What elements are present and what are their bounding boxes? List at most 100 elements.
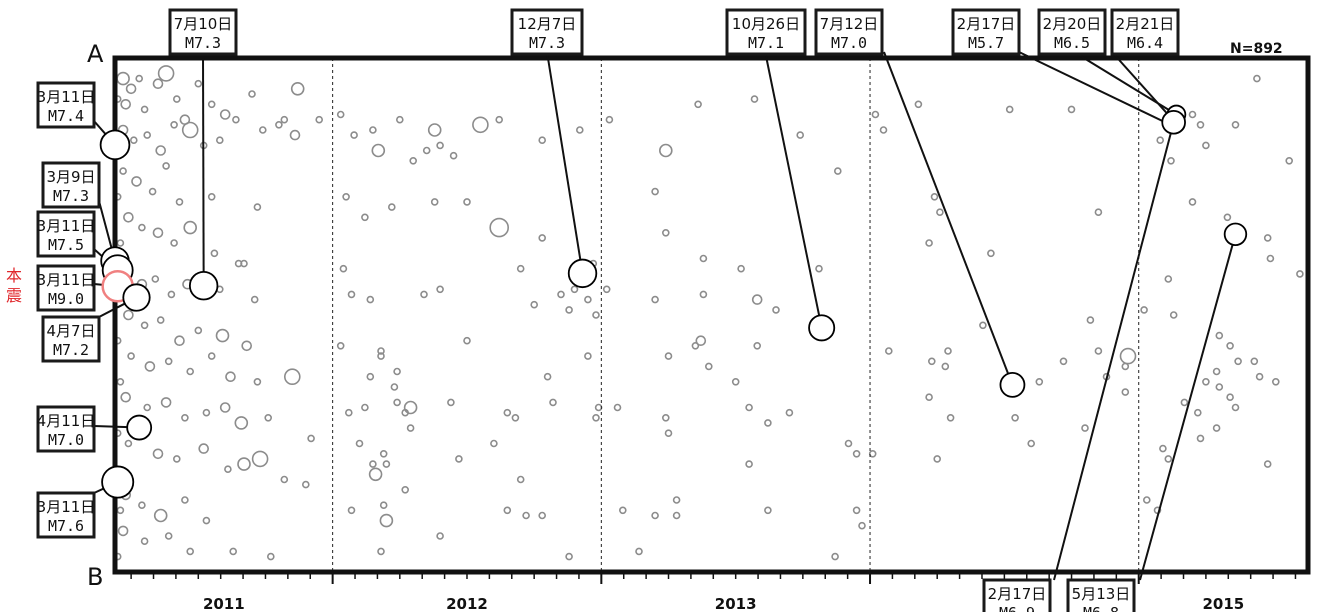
- event-point: [737, 264, 745, 273]
- callout-date: 7月10日: [174, 15, 233, 33]
- event-point: [944, 347, 952, 355]
- year-label: 2011: [203, 595, 245, 612]
- event-point: [463, 198, 471, 206]
- event-point: [1196, 434, 1205, 443]
- event-point: [347, 290, 356, 299]
- event-point: [138, 223, 146, 232]
- event-point: [602, 285, 611, 294]
- event-point: [672, 496, 681, 504]
- event-point: [1159, 444, 1167, 453]
- event-point: [490, 439, 498, 448]
- callout-date: 3月9日: [46, 168, 95, 186]
- event-point: [1255, 372, 1264, 381]
- event-point: [449, 151, 458, 160]
- event-point: [135, 74, 143, 83]
- plot-frame: [112, 55, 1311, 575]
- event-point: [1086, 316, 1095, 324]
- callout-date: 3月11日: [37, 498, 96, 516]
- event-point: [369, 460, 377, 468]
- label-leader-lines: [93, 51, 1237, 581]
- event-point: [120, 391, 131, 403]
- event-point: [914, 100, 923, 109]
- event-point: [387, 203, 396, 211]
- event-point: [117, 525, 129, 537]
- event-point: [1215, 331, 1224, 340]
- event-point: [430, 198, 439, 206]
- event-point: [489, 217, 510, 238]
- year-dividers: [332, 58, 1140, 572]
- event-point: [422, 146, 431, 155]
- event-point: [173, 455, 181, 463]
- event-point: [138, 501, 146, 510]
- event-point: [409, 157, 418, 165]
- event-point: [764, 419, 772, 427]
- event-point: [361, 403, 369, 412]
- callout-magnitude: M6.8: [1083, 604, 1119, 612]
- event-point: [224, 465, 232, 474]
- event-point: [731, 377, 740, 386]
- callout-magnitude: M7.2: [53, 341, 89, 359]
- event-point: [131, 176, 142, 187]
- event-point: [170, 121, 178, 129]
- event-point: [283, 368, 301, 386]
- event-point: [280, 115, 289, 124]
- event-point: [699, 254, 708, 263]
- event-point: [565, 552, 573, 561]
- event-point: [549, 398, 557, 407]
- event-point: [1140, 306, 1148, 314]
- event-point: [170, 239, 178, 247]
- event-point: [368, 467, 383, 482]
- callout-box: [725, 8, 807, 56]
- callout-magnitude: M7.3: [529, 34, 565, 52]
- event-point: [543, 372, 552, 381]
- event-point: [1196, 121, 1205, 129]
- event-point: [152, 448, 164, 460]
- event-count-label: N=892: [1230, 41, 1283, 57]
- axis-end-label: B: [87, 563, 103, 591]
- event-point: [868, 449, 877, 458]
- event-point: [202, 408, 211, 417]
- event-point: [116, 377, 125, 386]
- event-point: [946, 413, 955, 422]
- event-point: [240, 259, 248, 268]
- event-point: [336, 341, 345, 350]
- event-point: [1285, 157, 1293, 165]
- event-point: [1263, 234, 1272, 242]
- event-point: [1119, 347, 1137, 365]
- event-point: [651, 295, 659, 304]
- event-point: [210, 249, 219, 258]
- event-point: [1094, 208, 1103, 216]
- event-point: [503, 408, 512, 417]
- event-point: [164, 532, 173, 540]
- event-point: [516, 264, 525, 273]
- major-events: [99, 104, 1248, 499]
- event-point: [155, 145, 166, 156]
- event-point: [339, 264, 348, 273]
- event-point: [395, 115, 404, 124]
- leader-line: [1053, 121, 1175, 581]
- event-point: [160, 397, 172, 408]
- event-point: [175, 198, 184, 206]
- event-point: [124, 439, 133, 448]
- event-point: [672, 511, 681, 520]
- event-point: [406, 424, 415, 432]
- event-point: [538, 511, 547, 520]
- event-point: [751, 294, 763, 305]
- event-point: [301, 480, 310, 489]
- event-point: [1059, 357, 1068, 366]
- event-point: [1164, 455, 1173, 463]
- event-point: [403, 400, 418, 415]
- callout-box: [36, 210, 96, 258]
- major-event-marker: [122, 283, 151, 312]
- event-point: [143, 403, 151, 412]
- event-point: [930, 193, 939, 201]
- event-point: [858, 521, 866, 530]
- event-point: [237, 457, 251, 471]
- event-point: [704, 362, 713, 371]
- callout-magnitude: M6.9: [999, 604, 1035, 612]
- event-point: [140, 105, 149, 114]
- event-point: [290, 82, 305, 96]
